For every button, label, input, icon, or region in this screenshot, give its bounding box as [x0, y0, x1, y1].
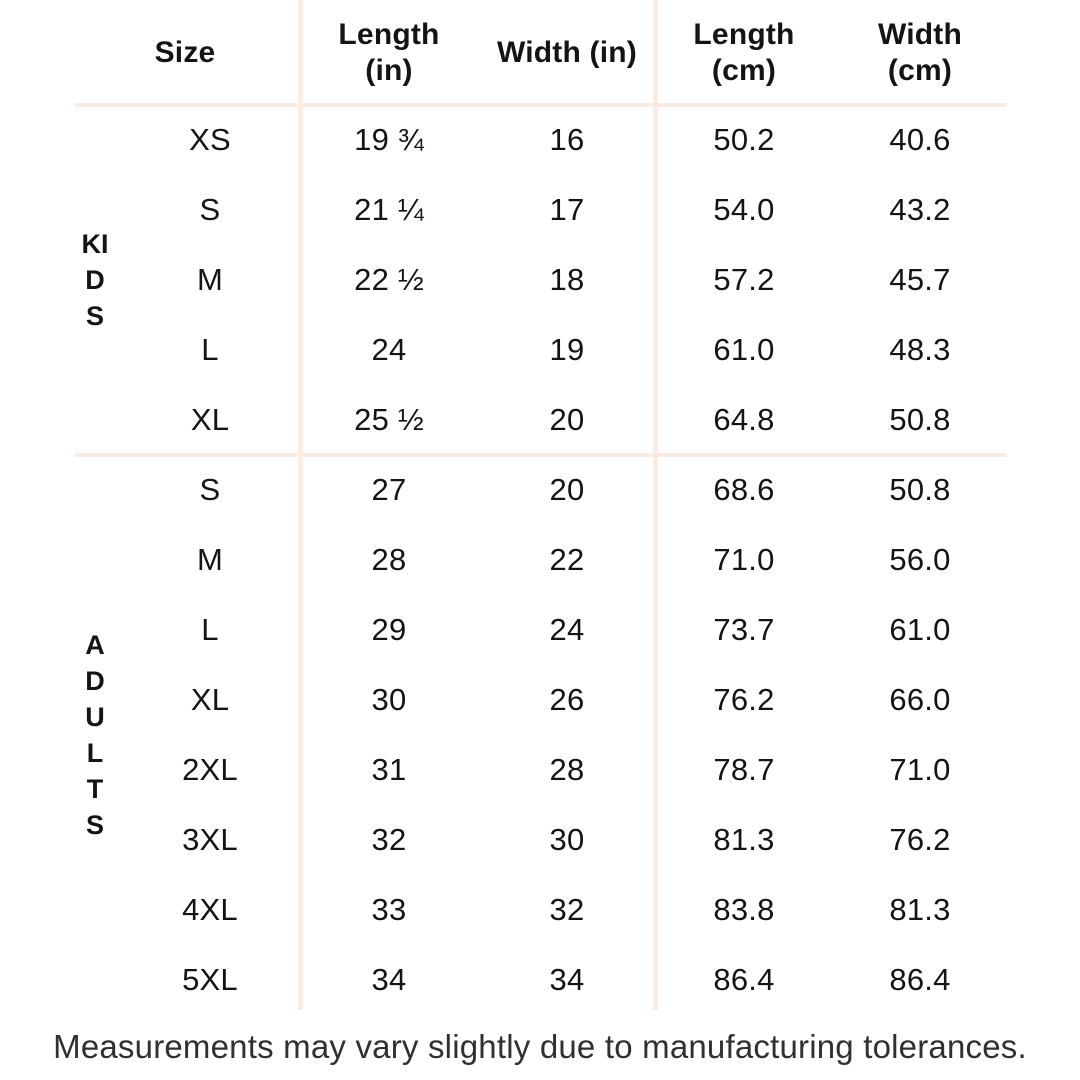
width-in-value: 26	[549, 682, 585, 717]
length-in-value: 19 ¾	[354, 122, 424, 157]
length-in-value: 30	[371, 682, 407, 717]
size-chart-table: Size Length (in) Width (in) Length (cm) …	[70, 18, 963, 1015]
group-label-kids: KIDS	[70, 105, 120, 455]
length-cm-value: 61.0	[713, 332, 775, 367]
size-cell: M	[196, 262, 224, 297]
length-cm-value: 68.6	[713, 472, 775, 507]
size-cell: XL	[190, 402, 230, 437]
size-cell: 3XL	[182, 822, 238, 857]
width-in-value: 18	[549, 262, 585, 297]
size-cell: 5XL	[182, 962, 238, 997]
size-cell: L	[201, 332, 219, 367]
length-cm-value: 57.2	[713, 262, 775, 297]
width-cm-value: 50.8	[889, 472, 951, 507]
length-in-value: 22 ½	[354, 262, 424, 297]
length-in-value: 25 ½	[354, 402, 424, 437]
width-cm-value: 86.4	[889, 962, 951, 997]
width-in-value: 30	[549, 822, 585, 857]
group-label-adults-text: ADULTS	[85, 630, 105, 840]
width-in-value: 24	[549, 612, 585, 647]
width-in-value: 34	[549, 962, 585, 997]
size-cell: L	[201, 612, 219, 647]
width-in-value: 20	[549, 472, 585, 507]
header-divider	[75, 103, 1007, 107]
width-cm-value: 43.2	[889, 192, 951, 227]
length-cm-value: 50.2	[713, 122, 775, 157]
length-cm-value: 71.0	[713, 542, 775, 577]
length-cm-value: 86.4	[713, 962, 775, 997]
width-cm-value: 50.8	[889, 402, 951, 437]
column-header-width-cm: Width (cm)	[877, 18, 963, 87]
length-in-value: 24	[371, 332, 407, 367]
length-in-value: 34	[371, 962, 407, 997]
width-cm-value: 81.3	[889, 892, 951, 927]
length-cm-value: 76.2	[713, 682, 775, 717]
width-in-value: 16	[549, 122, 585, 157]
length-cm-value: 54.0	[713, 192, 775, 227]
column-header-size: Size	[154, 35, 216, 69]
width-in-value: 20	[549, 402, 585, 437]
column-header-length-cm: Length (cm)	[693, 18, 795, 87]
length-in-value: 32	[371, 822, 407, 857]
size-cell: 4XL	[182, 892, 238, 927]
length-cm-value: 64.8	[713, 402, 775, 437]
width-in-value: 19	[549, 332, 585, 367]
vertical-divider-left	[298, 0, 303, 1010]
column-header-width-in: Width (in)	[496, 35, 637, 69]
length-cm-value: 78.7	[713, 752, 775, 787]
group-label-adults: ADULTS	[70, 455, 120, 1015]
length-cm-value: 73.7	[713, 612, 775, 647]
length-in-value: 29	[371, 612, 407, 647]
width-cm-value: 76.2	[889, 822, 951, 857]
size-cell: M	[196, 542, 224, 577]
width-cm-value: 61.0	[889, 612, 951, 647]
width-in-value: 17	[549, 192, 585, 227]
tolerance-footnote: Measurements may vary slightly due to ma…	[53, 1028, 1027, 1065]
width-cm-value: 40.6	[889, 122, 951, 157]
kids-adults-divider	[75, 453, 1007, 457]
length-cm-value: 83.8	[713, 892, 775, 927]
vertical-divider-right	[653, 0, 658, 1010]
width-in-value: 22	[549, 542, 585, 577]
size-cell: XS	[189, 122, 231, 157]
length-cm-value: 81.3	[713, 822, 775, 857]
width-in-value: 32	[549, 892, 585, 927]
width-cm-value: 56.0	[889, 542, 951, 577]
size-cell: XL	[190, 682, 230, 717]
group-label-kids-text: KIDS	[81, 229, 109, 331]
size-cell: S	[199, 472, 221, 507]
width-cm-value: 45.7	[889, 262, 951, 297]
size-cell: S	[199, 192, 221, 227]
width-cm-value: 66.0	[889, 682, 951, 717]
width-cm-value: 48.3	[889, 332, 951, 367]
length-in-value: 28	[371, 542, 407, 577]
size-cell: 2XL	[182, 752, 238, 787]
width-cm-value: 71.0	[889, 752, 951, 787]
length-in-value: 33	[371, 892, 407, 927]
width-in-value: 28	[549, 752, 585, 787]
length-in-value: 21 ¼	[354, 192, 424, 227]
length-in-value: 27	[371, 472, 407, 507]
length-in-value: 31	[371, 752, 407, 787]
column-header-length-in: Length (in)	[338, 18, 440, 87]
